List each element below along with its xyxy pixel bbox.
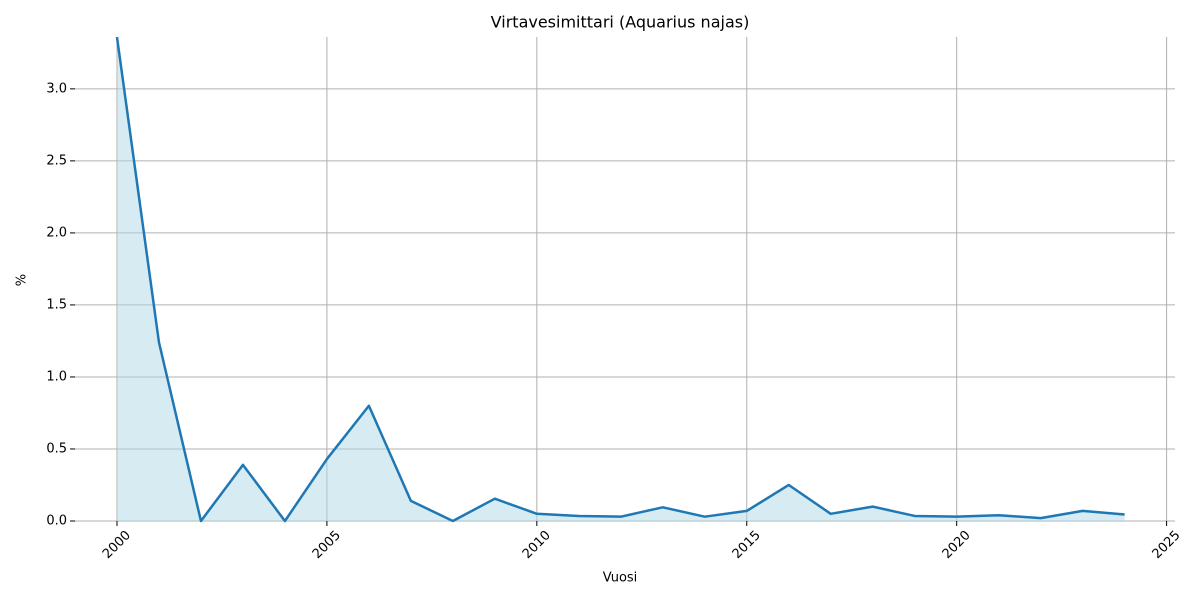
x-tick-label: 2015 [730, 528, 764, 562]
area [116, 37, 1125, 521]
y-tick-label: 0.0 [46, 514, 67, 529]
y-tick-label: 2.0 [46, 225, 67, 240]
x-tick-label: 2025 [1150, 528, 1184, 562]
y-axis-label: % [15, 274, 30, 286]
y-tick-label: 1.0 [46, 369, 67, 384]
x-tick-label: 2010 [520, 528, 554, 562]
y-tick-label: 1.5 [46, 297, 67, 312]
x-tick-label: 2005 [310, 528, 344, 562]
x-tick-label: 2020 [940, 528, 974, 562]
chart-title: Virtavesimittari (Aquarius najas) [491, 13, 750, 32]
y-tick-label: 0.5 [46, 441, 67, 456]
x-axis-label: Vuosi [603, 571, 638, 586]
line [115, 36, 1125, 523]
x-tick-label: 2000 [100, 528, 134, 562]
y-tick-label: 2.5 [46, 153, 67, 168]
y-tick-label: 3.0 [46, 81, 67, 96]
